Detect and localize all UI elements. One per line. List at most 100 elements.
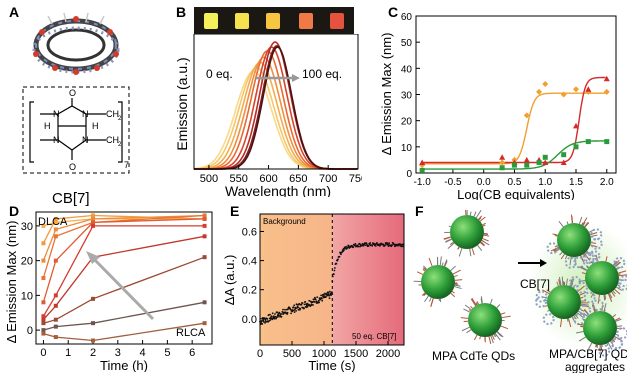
d-series-line <box>42 218 205 303</box>
mpa-ligand <box>481 240 490 246</box>
absorbance-point <box>275 317 277 320</box>
c-data-point <box>419 167 425 173</box>
mpa-ligand <box>454 283 459 286</box>
c-y-tick-label: 50 <box>401 38 413 49</box>
absorbance-point <box>391 244 394 246</box>
mpa-ligand <box>560 253 565 260</box>
mpa-ligand <box>496 304 501 309</box>
emission-spectra-chart: 0 eq. 100 eq. 500 550 600 650 700 750 Emissio… <box>176 34 362 197</box>
mpa-ligand <box>567 318 572 328</box>
d-data-point <box>91 216 96 221</box>
mpa-ligand <box>460 317 469 319</box>
mpa-ligand <box>471 248 475 256</box>
svg-text:N: N <box>82 135 89 145</box>
e-x-tick-label: 500 <box>283 348 301 360</box>
d-data-point <box>202 223 207 228</box>
mpa-ligand <box>583 253 591 261</box>
absorbance-point <box>284 308 286 311</box>
d-data-point <box>202 234 207 239</box>
absorbance-point <box>262 320 265 323</box>
quantum-dot <box>585 261 619 295</box>
mpa-ligand <box>578 266 587 272</box>
dlca-label: DLCA <box>38 216 68 228</box>
d-x-axis-label: Time (h) <box>100 358 148 372</box>
absorbance-point <box>371 244 374 247</box>
mpa-ligand <box>558 276 562 286</box>
mpa-ligand <box>488 336 492 345</box>
c-data-point <box>524 162 530 168</box>
absorbance-point <box>296 303 299 306</box>
mpa-ligand <box>574 314 579 319</box>
background-region <box>260 214 333 345</box>
absorbance-point <box>329 290 331 293</box>
e-x-tick-label: 0 <box>257 348 263 360</box>
absorbance-point <box>293 304 296 307</box>
wavelength-tick-label: 650 <box>289 173 307 185</box>
d-data-point <box>202 216 207 221</box>
d-data-point <box>202 300 207 305</box>
mpa-ligand <box>584 222 590 228</box>
wavelength-tick-label: 750 <box>349 173 362 185</box>
absorbance-point <box>352 246 355 248</box>
absorbance-point <box>333 269 336 272</box>
mpa-ligand <box>583 312 588 317</box>
absorbance-point <box>388 242 391 245</box>
d-x-tick-label: 2 <box>90 347 96 359</box>
mpa-ligand <box>614 261 622 268</box>
absorbance-point <box>277 314 280 317</box>
mpa-ligand <box>607 342 613 350</box>
d-data-point <box>91 223 96 228</box>
c-data-point <box>585 86 592 92</box>
absorbance-point <box>313 301 316 303</box>
mpa-ligand <box>475 302 478 305</box>
mpa-ligand <box>457 246 460 250</box>
mpa-ligand <box>443 259 448 267</box>
c-data-point <box>419 159 426 166</box>
c-data-point <box>561 152 567 158</box>
d-data-point <box>53 317 58 322</box>
d-data-point <box>41 321 46 326</box>
mpa-ligand <box>458 248 463 257</box>
mpa-cdte-qds-caption: MPA CdTe QDs <box>432 349 515 363</box>
absorbance-point <box>317 299 320 302</box>
absorbance-point <box>386 242 389 245</box>
svg-text:2: 2 <box>118 116 122 122</box>
mpa-ligand <box>423 293 427 297</box>
absorbance-point <box>289 308 292 311</box>
absorbance-point <box>400 245 403 248</box>
c-data-point <box>560 91 567 98</box>
reaction-arrow-label: CB[7] <box>520 277 550 291</box>
mpa-ligand <box>475 210 482 219</box>
absorbance-point <box>325 295 327 298</box>
c-data-point <box>536 160 542 166</box>
d-data-point <box>53 293 58 298</box>
mpa-ligand <box>497 331 504 338</box>
mpa-ligand <box>469 211 472 216</box>
mpa-ligand <box>444 260 448 267</box>
cb7-structure-drawing: O O N N N N H H CH CH 2 2 7 <box>22 86 130 174</box>
absorbance-point <box>315 300 318 302</box>
c-x-tick-label: 0.0 <box>477 177 491 188</box>
mpa-ligand <box>453 274 458 278</box>
mpa-ligand <box>464 304 472 311</box>
c-data-point <box>603 75 610 82</box>
c-data-point <box>542 159 549 166</box>
absorbance-point <box>320 294 322 297</box>
d-data-point <box>53 324 58 329</box>
mpa-ligand <box>556 281 559 287</box>
emission-spectrum-curve <box>194 41 358 170</box>
mpa-ligand <box>580 266 588 271</box>
cb7-ring <box>590 228 603 241</box>
c-data-point <box>542 154 548 160</box>
mpa-ligand <box>606 343 609 346</box>
absorbance-point <box>312 304 314 306</box>
absorbance-point <box>327 292 330 294</box>
mpa-ligand <box>448 225 451 228</box>
quantum-dot <box>468 303 502 337</box>
panel-c-label: C <box>388 4 399 20</box>
absorbance-point <box>335 262 338 265</box>
mpa-ligand <box>490 335 494 344</box>
mpa-ligand <box>482 238 489 242</box>
absorbance-point <box>336 259 339 262</box>
mpa-ligand <box>447 242 455 249</box>
